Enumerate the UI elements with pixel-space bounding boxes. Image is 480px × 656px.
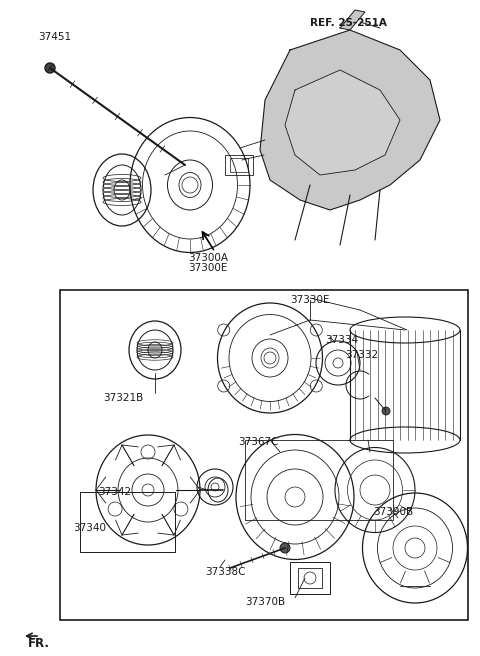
Bar <box>80 492 175 552</box>
Polygon shape <box>285 70 400 175</box>
Text: FR.: FR. <box>28 637 50 650</box>
Text: 37300A: 37300A <box>188 253 228 263</box>
Text: REF. 25-251A: REF. 25-251A <box>310 18 387 28</box>
Bar <box>225 155 253 175</box>
Text: 37340: 37340 <box>73 523 106 533</box>
Text: 37367C: 37367C <box>238 437 278 447</box>
Bar <box>298 568 322 588</box>
Text: 37451: 37451 <box>38 32 71 42</box>
Circle shape <box>280 543 290 553</box>
Text: 37330E: 37330E <box>290 295 329 305</box>
Text: 37342: 37342 <box>98 487 131 497</box>
Ellipse shape <box>350 371 460 399</box>
Text: 37390B: 37390B <box>373 507 413 517</box>
Text: 37332: 37332 <box>345 350 378 360</box>
Text: 37338C: 37338C <box>205 567 245 577</box>
Bar <box>230 158 248 172</box>
Circle shape <box>382 407 390 415</box>
Circle shape <box>45 63 55 73</box>
Polygon shape <box>340 10 365 30</box>
Text: 37321B: 37321B <box>103 393 143 403</box>
Text: 37300E: 37300E <box>188 263 228 273</box>
Text: 37334: 37334 <box>325 335 358 345</box>
Bar <box>290 562 330 594</box>
Polygon shape <box>260 30 440 210</box>
Text: 37370B: 37370B <box>245 597 285 607</box>
Bar <box>60 290 468 620</box>
Bar <box>245 440 393 520</box>
